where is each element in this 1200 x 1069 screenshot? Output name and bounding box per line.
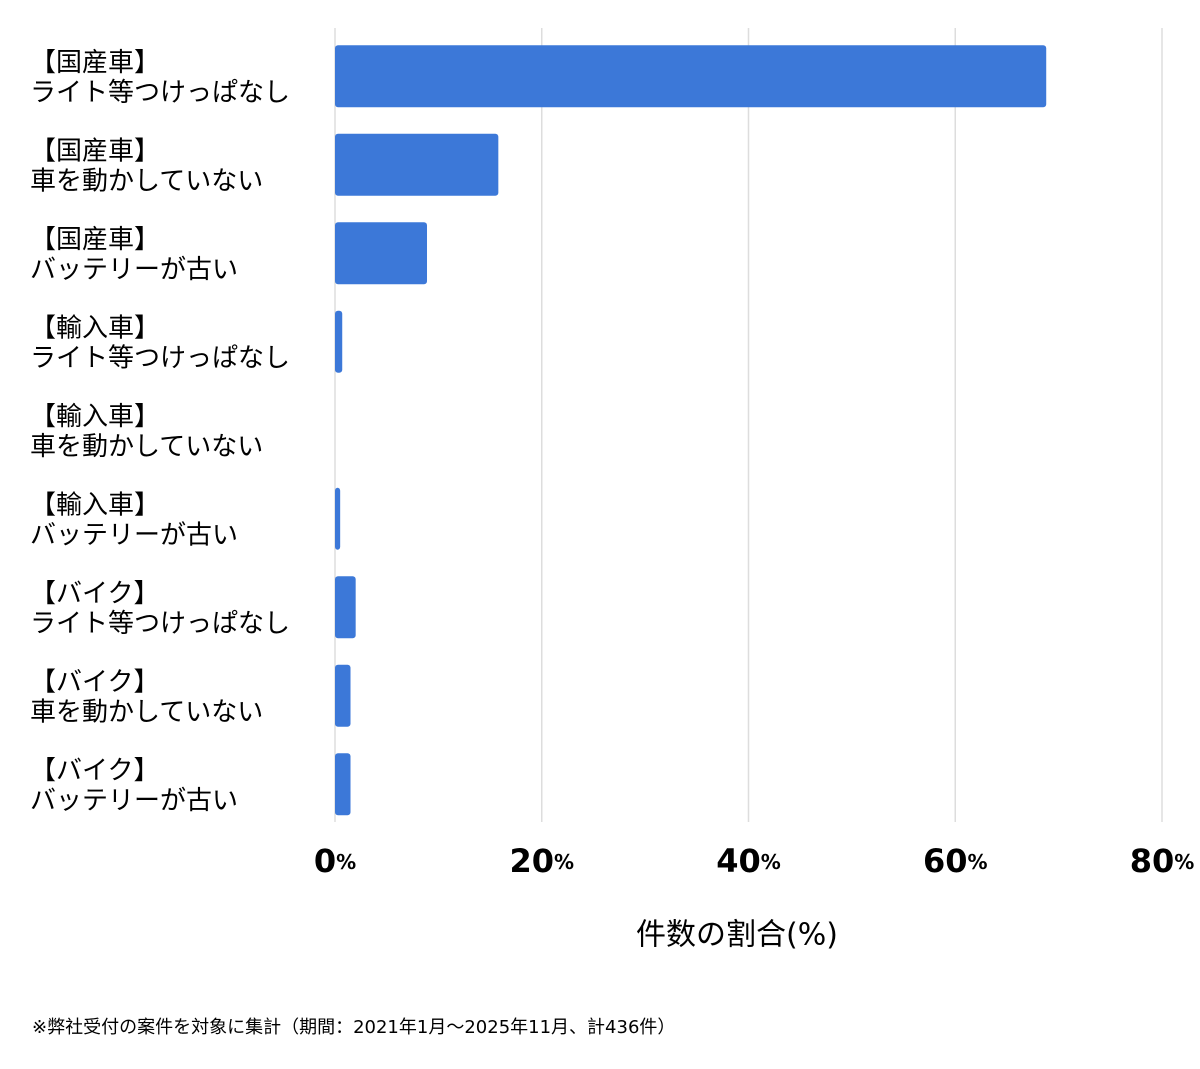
- bar: [335, 664, 351, 727]
- y-tick-label: バッテリーが古い: [30, 520, 238, 550]
- y-tick-label: 車を動かしていない: [30, 166, 263, 196]
- tick-unit: %: [554, 850, 574, 874]
- y-tick-label: ライト等つけっぱなし: [30, 343, 290, 373]
- tick-unit: %: [1174, 850, 1194, 874]
- y-tick-label: 車を動かしていない: [30, 697, 263, 727]
- y-tick-label: 【バイク】: [30, 667, 159, 697]
- bar: [335, 133, 499, 196]
- y-tick-label: 【バイク】: [30, 756, 159, 786]
- tick-number: 20: [509, 842, 554, 880]
- y-tick-label: 【輸入車】: [30, 313, 160, 343]
- tick-number: 80: [1130, 842, 1175, 880]
- y-tick-label: 【輸入車】: [30, 402, 160, 432]
- tick-unit: %: [336, 850, 356, 874]
- x-axis-title: 件数の割合(%): [636, 918, 838, 953]
- bar: [335, 753, 351, 816]
- y-tick-label: 【国産車】: [30, 225, 160, 255]
- x-tick-label: 0%: [314, 842, 356, 880]
- x-tick-label: 80%: [1130, 842, 1195, 880]
- footnote: ※弊社受付の案件を対象に集計（期間：2021年1月〜2025年11月、計436件…: [32, 1017, 675, 1038]
- x-tick-label: 60%: [923, 842, 988, 880]
- y-tick-label: 【国産車】: [30, 136, 160, 166]
- tick-number: 40: [716, 842, 761, 880]
- x-tick-label: 20%: [509, 842, 574, 880]
- y-tick-label: バッテリーが古い: [30, 255, 238, 285]
- bar: [335, 576, 356, 639]
- y-tick-label: 【国産車】: [30, 48, 160, 78]
- y-tick-label: バッテリーが古い: [30, 786, 238, 816]
- tick-number: 0: [314, 842, 336, 880]
- y-tick-label: 車を動かしていない: [30, 432, 263, 462]
- x-tick-label: 40%: [716, 842, 781, 880]
- bar: [335, 487, 341, 550]
- bar: [335, 310, 343, 373]
- y-tick-label: ライト等つけっぱなし: [30, 609, 290, 639]
- tick-unit: %: [967, 850, 987, 874]
- bar: [335, 45, 1047, 108]
- y-tick-label: ライト等つけっぱなし: [30, 78, 290, 108]
- y-tick-label: 【輸入車】: [30, 490, 160, 520]
- y-tick-label: 【バイク】: [30, 579, 159, 609]
- tick-number: 60: [923, 842, 968, 880]
- tick-unit: %: [761, 850, 781, 874]
- bar: [335, 222, 428, 285]
